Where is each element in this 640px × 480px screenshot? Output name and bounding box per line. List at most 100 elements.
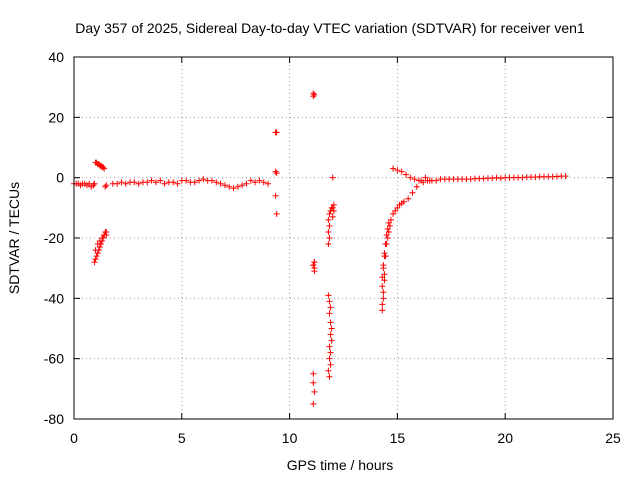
data-point (394, 167, 401, 174)
data-point (99, 235, 106, 241)
data-point (144, 179, 151, 186)
data-point (382, 241, 389, 248)
data-point (384, 225, 391, 232)
data-point (217, 180, 224, 187)
data-point (311, 388, 318, 395)
data-point (310, 93, 317, 100)
data-point (311, 91, 318, 98)
data-point (328, 325, 335, 332)
data-point (93, 253, 100, 260)
data-point (92, 256, 99, 263)
data-point (330, 207, 337, 214)
data-point (208, 177, 215, 184)
data-point (252, 179, 259, 186)
data-point (380, 262, 387, 269)
x-axis-label: GPS time / hours (287, 457, 394, 473)
data-point (379, 274, 386, 281)
plot-frame (73, 56, 614, 420)
data-point (413, 183, 420, 190)
data-point (380, 289, 387, 296)
x-tick-label: 20 (497, 430, 513, 446)
data-point (310, 370, 317, 377)
data-point (191, 179, 198, 186)
data-point (273, 129, 280, 136)
data-point (379, 307, 386, 314)
data-point (234, 183, 241, 190)
y-tick-label: 0 (56, 170, 64, 186)
data-point (390, 210, 397, 217)
data-point (394, 204, 401, 211)
data-point (328, 337, 335, 344)
data-point (310, 379, 317, 386)
data-point (101, 165, 108, 172)
data-point (94, 241, 101, 248)
data-point (174, 180, 181, 187)
data-point (409, 189, 416, 196)
data-point (387, 216, 394, 223)
data-point (327, 349, 334, 356)
data-point (493, 174, 500, 181)
data-point (170, 179, 177, 186)
data-point (326, 343, 333, 350)
data-point (103, 182, 110, 189)
data-point (381, 271, 388, 278)
data-point (265, 180, 272, 187)
axis-ticks: 0 5 10 15 20 25 -80 -60 -40 -20 0 20 40 (44, 49, 621, 446)
data-point (102, 183, 109, 190)
data-point (226, 183, 233, 190)
data-point (91, 180, 98, 187)
data-point (380, 295, 387, 302)
data-point (148, 177, 155, 184)
data-point (122, 180, 129, 187)
x-tick-label: 10 (282, 430, 298, 446)
data-point (272, 192, 279, 199)
data-point (327, 304, 334, 311)
data-point (398, 168, 405, 175)
data-point (326, 310, 333, 317)
data-point (407, 174, 414, 181)
data-point (152, 179, 159, 186)
data-point (326, 373, 333, 380)
data-point (310, 262, 317, 269)
data-point (422, 174, 429, 181)
data-point (385, 228, 392, 235)
y-tick-label: 20 (48, 109, 64, 125)
data-point (384, 235, 391, 241)
data-point (96, 238, 103, 245)
data-point (400, 198, 407, 205)
data-point (467, 176, 474, 183)
data-point (91, 259, 98, 266)
x-tick-label: 15 (390, 430, 406, 446)
data-point (131, 179, 138, 186)
data-point (330, 201, 337, 208)
data-point (326, 210, 333, 217)
data-point (386, 222, 393, 229)
data-point (415, 177, 422, 184)
data-point (433, 177, 440, 184)
data-point (327, 319, 334, 326)
data-point (92, 247, 99, 254)
data-point (329, 204, 336, 211)
data-point (213, 179, 220, 186)
data-point (411, 176, 418, 183)
data-point (326, 235, 333, 241)
data-point (96, 244, 103, 251)
data-point (311, 268, 318, 275)
data-point (114, 180, 121, 187)
data-point (221, 182, 228, 189)
data-point (247, 177, 254, 184)
x-tick-label: 0 (70, 430, 78, 446)
data-point (325, 216, 332, 223)
data-point (239, 182, 246, 189)
y-tick-label: -60 (44, 351, 64, 367)
y-tick-label: -40 (44, 290, 64, 306)
grid-lines (74, 57, 613, 419)
data-point (379, 301, 386, 308)
data-point (230, 185, 237, 192)
data-point (311, 259, 318, 266)
data-point (135, 180, 142, 187)
data-point (381, 253, 388, 260)
data-point (327, 331, 334, 338)
data-point (325, 241, 332, 248)
